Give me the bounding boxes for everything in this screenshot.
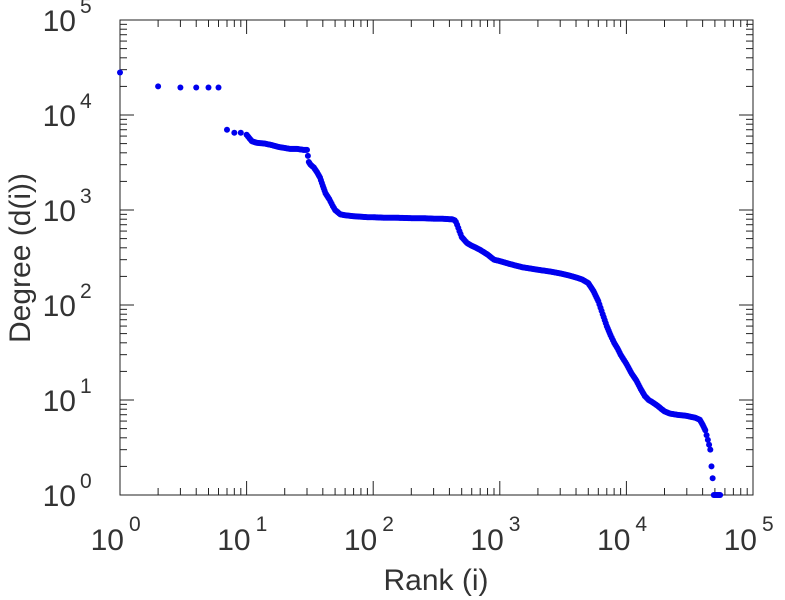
data-point	[155, 83, 162, 90]
y-tick-label: 10 0	[43, 470, 92, 513]
x-axis-label: Rank (i)	[383, 564, 488, 597]
x-tick-label: 10 0	[91, 513, 141, 557]
data-point	[304, 146, 310, 153]
y-tick-label: 10 5	[43, 0, 92, 38]
y-axis-label: Degree (d(i))	[4, 173, 37, 343]
x-tick-base: 10	[217, 524, 250, 557]
data-point	[704, 436, 711, 443]
data-point	[717, 492, 724, 498]
x-tick-base: 10	[470, 524, 503, 557]
data-point	[703, 432, 710, 439]
x-tick-exponent: 4	[635, 513, 647, 536]
x-tick-exponent: 5	[762, 513, 774, 536]
y-tick-base: 10	[43, 100, 76, 133]
y-tick-base: 10	[43, 195, 76, 228]
x-tick-labels: 10 0 10 1 10 2 10 3 10 4 10 5	[91, 513, 774, 557]
x-tick-label: 10 3	[470, 513, 520, 557]
y-tick-label: 10 1	[43, 375, 92, 418]
x-tick-label: 10 2	[344, 513, 394, 557]
x-tick-exponent: 3	[509, 513, 521, 536]
data-point	[231, 129, 238, 136]
data-point	[708, 463, 715, 470]
data-point	[205, 84, 212, 91]
x-tick-label: 10 4	[597, 513, 647, 557]
y-tick-label: 10 3	[43, 185, 92, 228]
y-tick-label: 10 4	[43, 90, 92, 133]
data-point	[706, 441, 713, 448]
data-point	[177, 84, 184, 91]
data-point	[702, 427, 709, 434]
x-tick-base: 10	[724, 524, 757, 557]
y-tick-exponent: 1	[80, 375, 92, 398]
y-tick-base: 10	[43, 5, 76, 38]
y-tick-base: 10	[43, 385, 76, 418]
y-tick-exponent: 0	[80, 470, 92, 493]
data-point	[215, 84, 222, 91]
data-point	[223, 126, 230, 133]
x-tick-label: 10 1	[217, 513, 267, 557]
minor-ticks	[120, 20, 753, 495]
x-tick-exponent: 2	[382, 513, 394, 536]
data-points	[117, 69, 724, 498]
plot-frame	[119, 19, 754, 496]
y-tick-exponent: 3	[80, 185, 92, 208]
x-tick-exponent: 1	[256, 513, 268, 536]
data-point	[707, 446, 714, 453]
major-ticks	[119, 19, 754, 496]
x-tick-exponent: 0	[129, 513, 141, 536]
data-point	[304, 152, 311, 159]
x-tick-base: 10	[344, 524, 377, 557]
data-point	[117, 69, 123, 76]
data-point	[237, 129, 244, 136]
y-tick-base: 10	[43, 480, 76, 513]
y-tick-exponent: 4	[80, 90, 92, 113]
x-tick-label: 10 5	[724, 513, 774, 557]
data-point	[709, 475, 716, 482]
x-tick-base: 10	[91, 524, 124, 557]
y-tick-exponent: 5	[80, 0, 92, 18]
data-point	[193, 84, 200, 91]
y-tick-label: 10 2	[43, 280, 92, 323]
x-tick-base: 10	[597, 524, 630, 557]
y-tick-exponent: 2	[80, 280, 92, 303]
y-tick-base: 10	[43, 290, 76, 323]
